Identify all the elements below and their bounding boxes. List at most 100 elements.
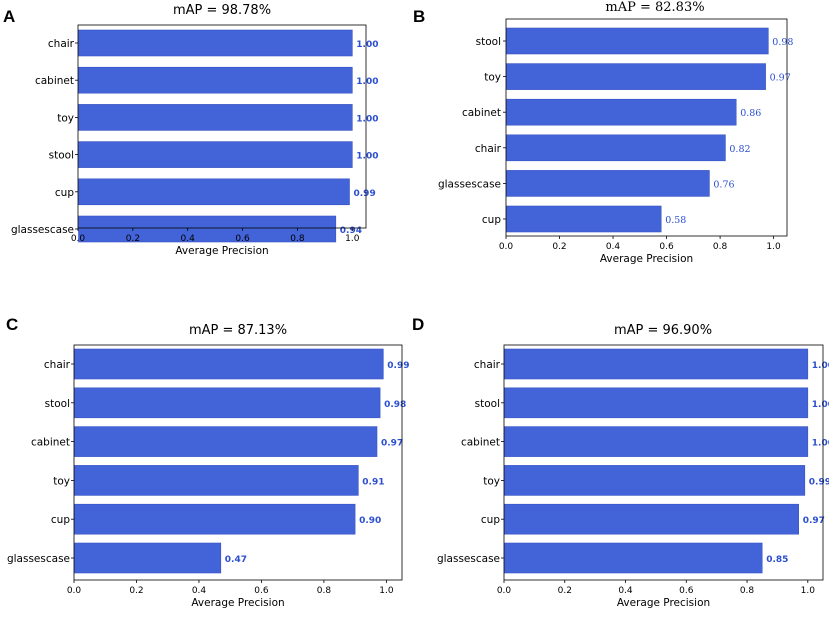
x-tick-label: 0.8 — [713, 242, 728, 252]
data-label: 1.00 — [356, 152, 378, 162]
data-label: 1.00 — [356, 40, 378, 50]
chart-title: mAP = 87.13% — [189, 323, 287, 338]
x-axis-label: Average Precision — [617, 597, 710, 609]
bar-toy — [504, 465, 806, 496]
chart-title: mAP = 98.78% — [173, 3, 271, 18]
category-label: cup — [55, 187, 74, 199]
category-label: cabinet — [35, 75, 74, 87]
category-label: cup — [482, 214, 501, 226]
data-label: 0.90 — [359, 516, 381, 526]
data-label: 0.97 — [803, 516, 825, 526]
bar-stool — [506, 27, 769, 55]
bar-glassescase — [74, 542, 222, 574]
x-axis-label: Average Precision — [175, 245, 268, 257]
x-tick-label: 1.0 — [345, 234, 360, 244]
category-label: stool — [476, 36, 501, 48]
bar-glassescase — [504, 542, 763, 574]
data-label: 0.98 — [772, 37, 793, 48]
category-label: cup — [481, 514, 500, 526]
bar-toy — [78, 104, 353, 131]
category-label: stool — [45, 398, 70, 410]
x-tick-label: 0.6 — [679, 586, 694, 596]
bar-toy — [506, 63, 766, 90]
plot-frame — [503, 344, 824, 581]
data-label: 0.98 — [384, 400, 406, 410]
x-tick-label: 0.0 — [71, 234, 86, 244]
x-tick-label: 1.0 — [801, 586, 816, 596]
category-label: chair — [48, 38, 75, 50]
x-tick-label: 0.8 — [317, 586, 332, 596]
category-label: glassescase — [438, 178, 501, 190]
category-label: glassescase — [11, 224, 74, 236]
bar-cabinet — [74, 426, 378, 457]
plot-frame — [77, 24, 367, 229]
x-tick-label: 0.2 — [126, 234, 140, 244]
data-label: 0.99 — [387, 361, 409, 371]
data-label: 0.76 — [713, 179, 734, 190]
bar-cup — [78, 178, 350, 206]
x-tick-label: 0.2 — [129, 586, 143, 596]
data-label: 1.00 — [356, 77, 378, 87]
plot-frame — [73, 344, 403, 581]
bar-cup — [504, 503, 800, 535]
data-label: 1.00 — [812, 400, 829, 410]
bar-stool — [74, 387, 381, 419]
category-label: toy — [57, 112, 74, 124]
data-label: 0.97 — [381, 439, 403, 449]
x-axis-label: Average Precision — [191, 597, 284, 609]
bar-cabinet — [504, 426, 809, 457]
bar-cabinet — [78, 66, 353, 94]
category-label: glassescase — [437, 553, 500, 565]
x-tick-label: 0.6 — [254, 586, 269, 596]
x-tick-label: 0.6 — [659, 242, 674, 252]
x-tick-label: 1.0 — [766, 242, 781, 252]
x-tick-label: 0.6 — [235, 234, 250, 244]
data-label: 0.47 — [225, 555, 247, 565]
chart-title: mAP = 82.83% — [605, 0, 704, 15]
data-label: 0.85 — [766, 555, 788, 565]
bar-toy — [74, 465, 359, 496]
x-tick-label: 0.4 — [606, 242, 621, 252]
plot-frame — [505, 18, 788, 237]
x-tick-label: 0.4 — [181, 234, 196, 244]
bar-glassescase — [506, 170, 710, 197]
category-label: toy — [53, 475, 70, 487]
category-label: glassescase — [7, 553, 70, 565]
data-label: 0.97 — [770, 73, 791, 84]
bar-cabinet — [506, 98, 737, 126]
data-label: 0.58 — [665, 215, 686, 226]
bar-chair — [504, 348, 809, 380]
category-label: chair — [474, 359, 501, 371]
category-label: cabinet — [461, 437, 500, 449]
panel-letter: B — [413, 7, 425, 26]
x-tick-label: 0.0 — [499, 242, 514, 252]
category-label: cabinet — [462, 107, 501, 119]
data-label: 1.00 — [812, 361, 829, 371]
data-label: 0.99 — [354, 189, 376, 199]
bar-glassescase — [78, 215, 337, 243]
category-label: stool — [49, 150, 74, 162]
data-label: 0.99 — [809, 477, 829, 487]
x-tick-label: 0.2 — [558, 586, 572, 596]
x-tick-label: 0.0 — [67, 586, 82, 596]
x-tick-label: 0.8 — [290, 234, 305, 244]
category-label: stool — [475, 398, 500, 410]
x-tick-label: 1.0 — [379, 586, 394, 596]
bar-stool — [78, 141, 353, 168]
panel-letter: A — [3, 7, 15, 26]
bar-cup — [506, 205, 662, 233]
bar-chair — [74, 348, 384, 380]
chart-title: mAP = 96.90% — [614, 323, 712, 338]
panel-letter: C — [6, 315, 18, 334]
category-label: toy — [483, 475, 500, 487]
bar-cup — [74, 503, 356, 535]
x-tick-label: 0.4 — [618, 586, 633, 596]
x-axis-label: Average Precision — [600, 253, 693, 265]
category-label: chair — [44, 359, 71, 371]
data-label: 0.82 — [729, 144, 750, 155]
x-tick-label: 0.4 — [192, 586, 207, 596]
